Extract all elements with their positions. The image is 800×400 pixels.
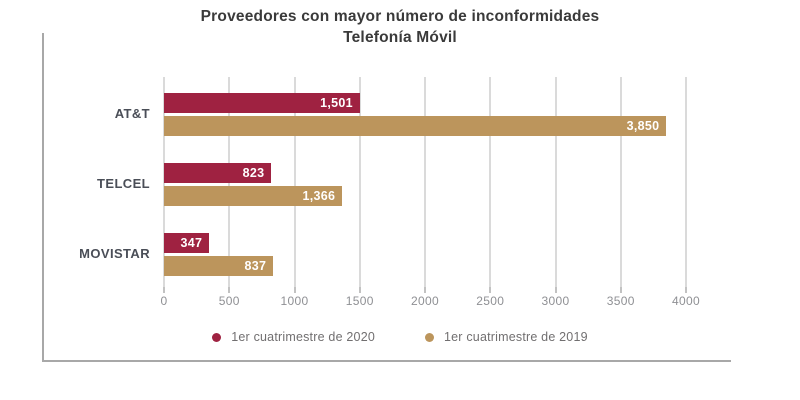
x-axis-tick-mark bbox=[619, 287, 622, 293]
x-tick-label: 1000 bbox=[280, 294, 309, 308]
gridline bbox=[489, 77, 492, 287]
x-tick-label: 3500 bbox=[606, 294, 635, 308]
bar-telcel-2020: 823 bbox=[164, 163, 272, 183]
x-tick-label: 2500 bbox=[476, 294, 505, 308]
legend-dot-icon bbox=[212, 332, 222, 342]
bar-value-label: 1,501 bbox=[320, 96, 353, 110]
gridline bbox=[424, 77, 426, 287]
gridline bbox=[619, 77, 622, 287]
legend-item-2019: 1er cuatrimestre de 2019 bbox=[425, 330, 588, 344]
bar-value-label: 3,850 bbox=[626, 119, 660, 133]
legend-dot-icon bbox=[425, 332, 434, 342]
gridline bbox=[685, 77, 687, 287]
legend-item-2020: 1er cuatrimestre de 2020 bbox=[212, 330, 375, 344]
x-tick-label: 500 bbox=[218, 294, 240, 308]
x-axis-tick-mark bbox=[358, 287, 361, 293]
x-axis-tick-mark bbox=[685, 287, 687, 293]
chart-subtitle: Telefonía Móvil bbox=[343, 29, 457, 46]
bar-value-label: 1,366 bbox=[302, 189, 336, 203]
category-label-telcel: TELCEL bbox=[97, 176, 150, 191]
gridline bbox=[554, 77, 557, 287]
legend-label: 1er cuatrimestre de 2019 bbox=[444, 330, 588, 344]
x-tick-label: 4000 bbox=[672, 294, 700, 308]
legend-label: 1er cuatrimestre de 2020 bbox=[231, 330, 375, 344]
category-label-movistar: MOVISTAR bbox=[79, 246, 150, 261]
bar-att-2020: 1,501 bbox=[164, 93, 360, 113]
x-axis-tick-mark bbox=[293, 287, 296, 293]
x-tick-label: 3000 bbox=[541, 294, 570, 308]
x-axis-tick-mark bbox=[424, 287, 426, 293]
plot-area: 0 500 1000 1500 2000 2500 3000 3500 4000 AT&T 1,50… bbox=[79, 77, 700, 308]
bar-value-label: 837 bbox=[244, 259, 267, 273]
gridline bbox=[293, 77, 296, 287]
x-tick-label: 0 bbox=[160, 294, 168, 308]
bar-value-label: 347 bbox=[180, 236, 203, 250]
x-axis-tick-mark bbox=[163, 287, 165, 293]
x-axis-tick-mark bbox=[489, 287, 492, 293]
bar-movistar-2020: 347 bbox=[164, 233, 210, 253]
x-axis-tick-mark bbox=[554, 287, 557, 293]
x-axis-line bbox=[42, 360, 731, 362]
x-tick-label: 1500 bbox=[345, 294, 374, 308]
legend: 1er cuatrimestre de 2020 1er cuatrimestre… bbox=[100, 330, 700, 344]
x-axis-tick-mark bbox=[228, 287, 231, 293]
bar-att-2019: 3,850 bbox=[164, 116, 667, 136]
category-label-att: AT&T bbox=[114, 106, 150, 121]
bar-movistar-2019: 837 bbox=[164, 256, 274, 276]
y-axis-line bbox=[42, 33, 44, 362]
bar-value-label: 823 bbox=[242, 166, 265, 180]
gridline bbox=[358, 77, 361, 287]
bar-telcel-2019: 1,366 bbox=[164, 186, 343, 206]
chart-title: Proveedores con mayor número de inconfor… bbox=[200, 8, 600, 25]
x-tick-label: 2000 bbox=[411, 294, 439, 308]
